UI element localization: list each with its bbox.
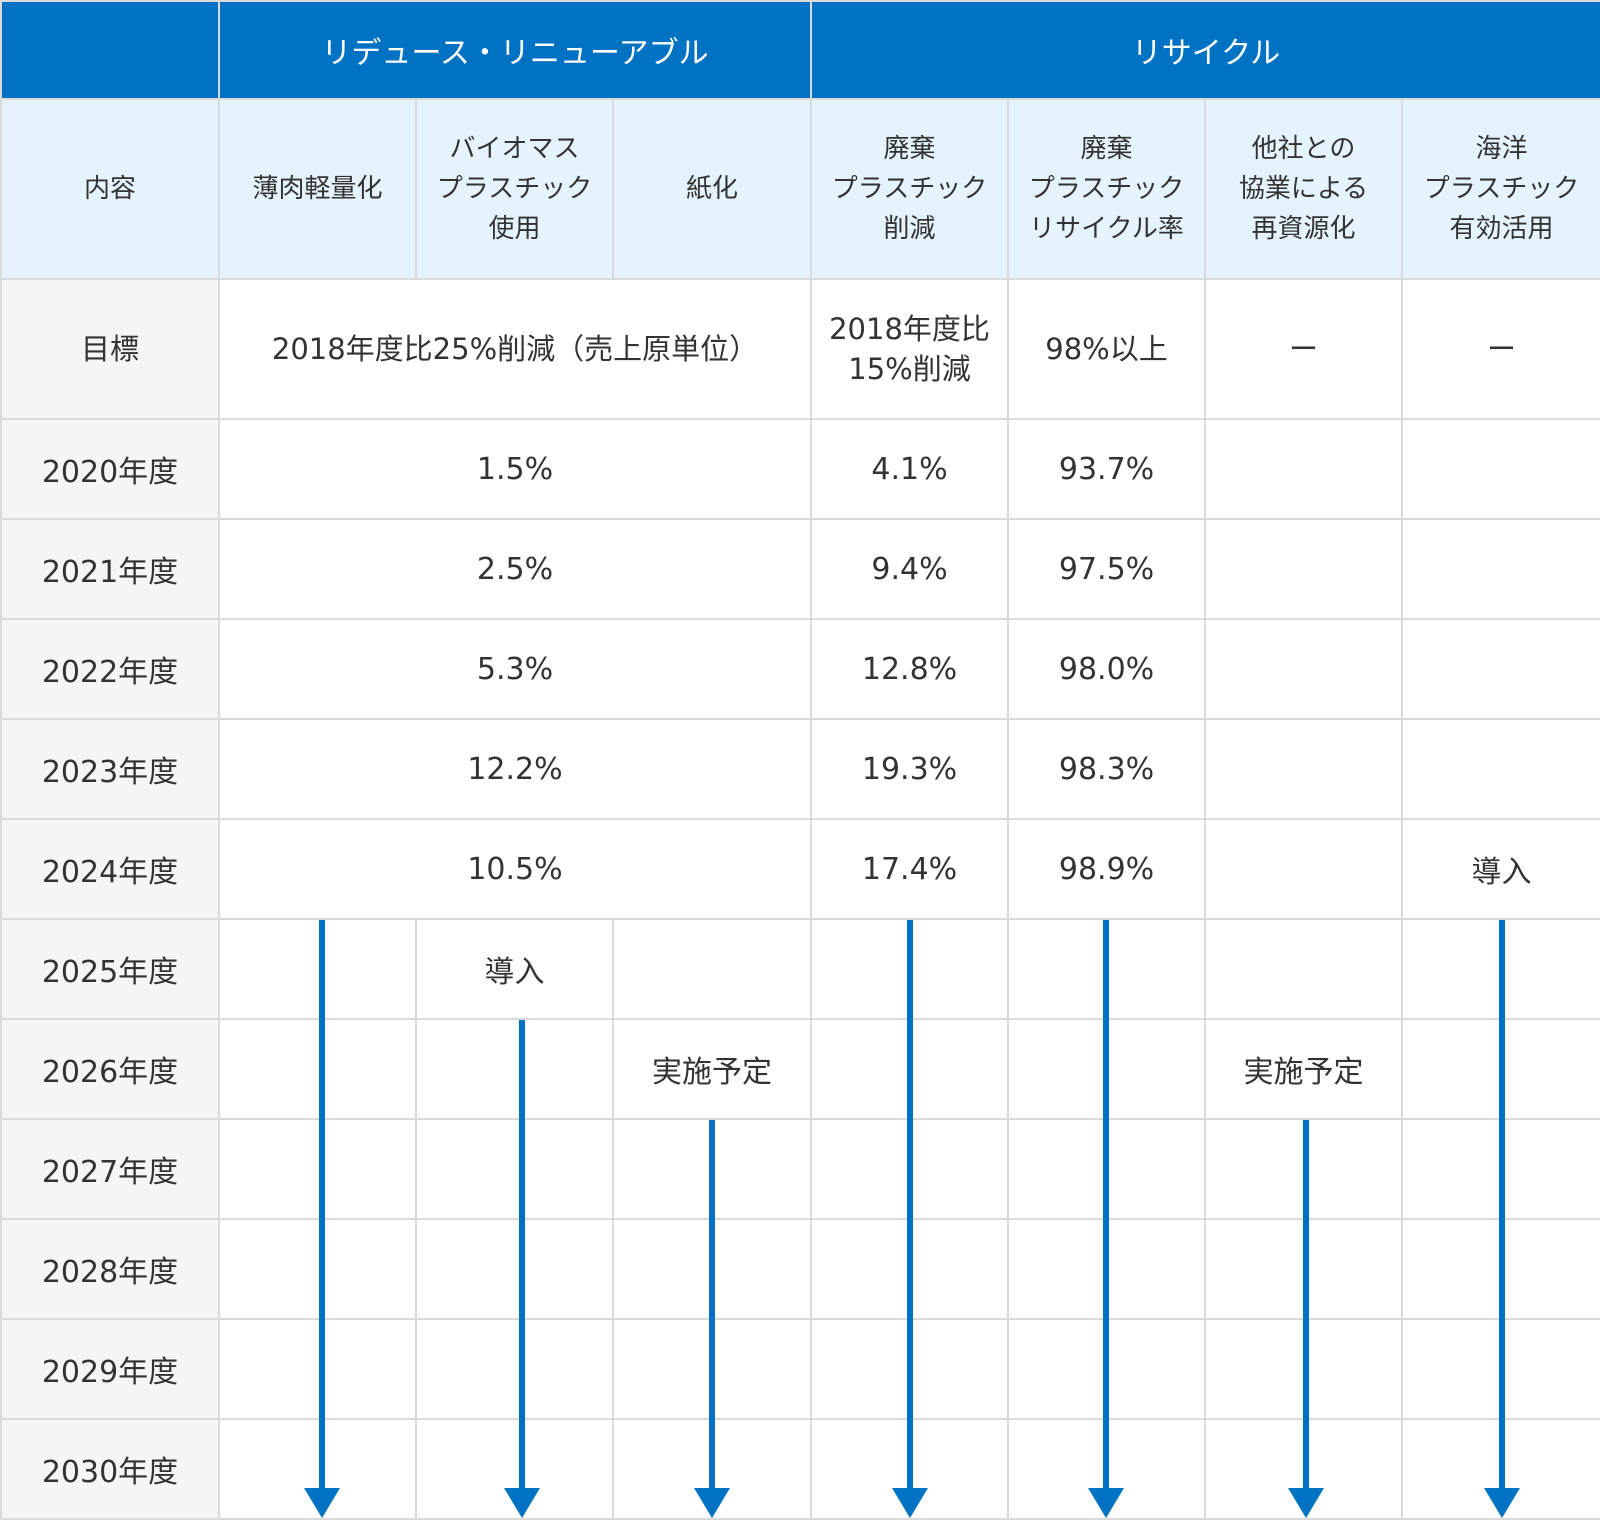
marine-cell: 導入 (1401, 818, 1600, 920)
paper-cell (611, 918, 813, 1020)
recycle-rate-value: 97.5% (1007, 518, 1207, 620)
row-label-content: 内容 (0, 98, 220, 280)
waste-reduction-value: 9.4% (810, 518, 1010, 620)
year-label: 2027年度 (0, 1118, 220, 1220)
year-row: 2025年度 導入 (0, 918, 1600, 1020)
recycle-rate-value: 98.9% (1007, 818, 1207, 920)
column-header-row: 内容 薄肉軽量化 バイオマス プラスチック 使用 紙化 廃棄 プラスチック 削減… (0, 98, 1600, 280)
biomass-cell: 導入 (415, 918, 614, 1020)
year-label: 2030年度 (0, 1418, 220, 1520)
waste-reduction-value: 4.1% (810, 418, 1010, 520)
thin-lightweight-cell (218, 1018, 417, 1120)
collaboration-cell (1204, 618, 1404, 720)
col-waste-plastic-reduction: 廃棄 プラスチック 削減 (810, 98, 1010, 280)
year-label: 2020年度 (0, 418, 220, 520)
year-label: 2022年度 (0, 618, 220, 720)
year-row: 2028年度 (0, 1218, 1600, 1320)
recycle-rate-cell (1007, 918, 1207, 1020)
year-row: 2020年度 1.5% 4.1% 93.7% (0, 418, 1600, 520)
collaboration-cell (1204, 818, 1404, 920)
collaboration-cell: 実施予定 (1204, 1018, 1404, 1120)
year-row: 2023年度 12.2% 19.3% 98.3% (0, 718, 1600, 820)
waste-reduction-value: 17.4% (810, 818, 1010, 920)
recycle-rate-value: 93.7% (1007, 418, 1207, 520)
corner-cell (0, 0, 220, 100)
collaboration-cell (1204, 918, 1404, 1020)
col-thin-lightweight: 薄肉軽量化 (218, 98, 417, 280)
year-label: 2023年度 (0, 718, 220, 820)
col-collaboration-recycling: 他社との 協業による 再資源化 (1204, 98, 1404, 280)
thin-lightweight-cell (218, 918, 417, 1020)
year-label: 2024年度 (0, 818, 220, 920)
waste-reduction-cell (810, 1018, 1010, 1120)
target-reduce-renewable: 2018年度比25%削減（売上原単位） (217, 278, 813, 420)
collaboration-cell (1204, 518, 1404, 620)
waste-reduction-value: 12.8% (810, 618, 1010, 720)
col-marine-plastic: 海洋 プラスチック 有効活用 (1401, 98, 1600, 280)
recycle-rate-cell (1007, 1018, 1207, 1120)
biomass-cell (415, 1018, 614, 1120)
waste-reduction-cell (810, 918, 1010, 1020)
row-label-target: 目標 (0, 278, 220, 420)
group-header-row: リデュース・リニューアブル リサイクル (0, 0, 1600, 100)
target-waste-reduction: 2018年度比 15%削減 (810, 278, 1010, 420)
year-row: 2022年度 5.3% 12.8% 98.0% (0, 618, 1600, 720)
col-biomass-plastic: バイオマス プラスチック 使用 (415, 98, 614, 280)
target-row: 目標 2018年度比25%削減（売上原単位） 2018年度比 15%削減 98%… (0, 278, 1600, 420)
recycle-rate-value: 98.0% (1007, 618, 1207, 720)
marine-cell (1401, 918, 1600, 1020)
marine-cell (1401, 1018, 1600, 1120)
group-recycle: リサイクル (810, 0, 1600, 100)
year-row: 2024年度 10.5% 17.4% 98.9% 導入 (0, 818, 1600, 920)
marine-cell (1401, 418, 1600, 520)
col-waste-plastic-recycle-rate: 廃棄 プラスチック リサイクル率 (1007, 98, 1207, 280)
year-label: 2029年度 (0, 1318, 220, 1420)
collaboration-cell (1204, 418, 1404, 520)
target-marine: ー (1401, 278, 1600, 420)
marine-cell (1401, 518, 1600, 620)
reduce-renewable-value: 12.2% (217, 718, 813, 820)
reduce-renewable-value: 10.5% (217, 818, 813, 920)
collaboration-cell (1204, 718, 1404, 820)
waste-reduction-value: 19.3% (810, 718, 1010, 820)
paper-cell: 実施予定 (611, 1018, 813, 1120)
year-row: 2029年度 (0, 1318, 1600, 1420)
marine-cell (1401, 718, 1600, 820)
year-label: 2025年度 (0, 918, 220, 1020)
reduce-renewable-value: 5.3% (217, 618, 813, 720)
year-row: 2026年度 実施予定 実施予定 (0, 1018, 1600, 1120)
year-row: 2027年度 (0, 1118, 1600, 1220)
col-paper: 紙化 (611, 98, 813, 280)
year-row: 2021年度 2.5% 9.4% 97.5% (0, 518, 1600, 620)
year-label: 2028年度 (0, 1218, 220, 1320)
year-row: 2030年度 (0, 1418, 1600, 1520)
year-label: 2026年度 (0, 1018, 220, 1120)
group-reduce-renewable: リデュース・リニューアブル (217, 0, 813, 100)
reduce-renewable-value: 2.5% (217, 518, 813, 620)
reduce-renewable-value: 1.5% (217, 418, 813, 520)
target-collaboration: ー (1204, 278, 1404, 420)
marine-cell (1401, 618, 1600, 720)
target-recycle-rate: 98%以上 (1007, 278, 1207, 420)
recycle-rate-value: 98.3% (1007, 718, 1207, 820)
year-label: 2021年度 (0, 518, 220, 620)
